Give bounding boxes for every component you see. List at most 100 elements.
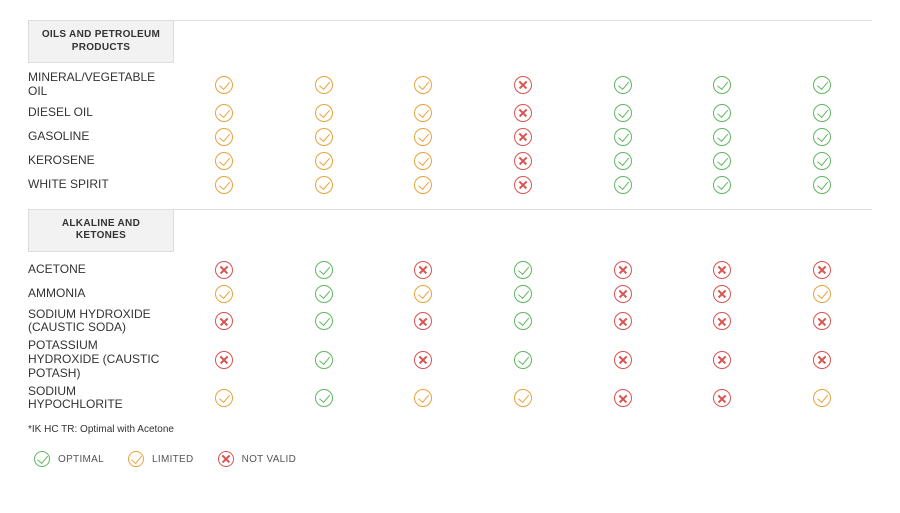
table-row: WHITE SPIRIT xyxy=(28,173,872,197)
compat-optimal-icon xyxy=(513,311,533,331)
compat-optimal-icon xyxy=(314,388,334,408)
compat-limited-icon xyxy=(812,388,832,408)
row-label: POTASSIUM HYDROXIDE (CAUSTIC POTASH) xyxy=(28,339,174,380)
section-0: OILS AND PETROLEUM PRODUCTS MINERAL/VEGET… xyxy=(28,20,872,209)
table-row: MINERAL/VEGETABLE OIL xyxy=(28,69,872,101)
compat-notvalid-icon xyxy=(712,260,732,280)
legend-label: LIMITED xyxy=(152,454,194,465)
row-cells xyxy=(174,103,872,123)
legend-item-limited: LIMITED xyxy=(126,449,194,469)
section-footnote: *IK HC TR: Optimal with Acetone xyxy=(28,424,228,435)
row-label: MINERAL/VEGETABLE OIL xyxy=(28,71,174,99)
compat-notvalid-icon xyxy=(812,350,832,370)
compat-optimal-icon xyxy=(613,151,633,171)
compat-optimal-icon xyxy=(314,311,334,331)
compat-limited-icon xyxy=(513,388,533,408)
table-row: SODIUM HYDROXIDE (CAUSTIC SODA) xyxy=(28,306,872,338)
compat-notvalid-icon xyxy=(513,175,533,195)
compat-optimal-icon xyxy=(712,75,732,95)
table-row: POTASSIUM HYDROXIDE (CAUSTIC POTASH) xyxy=(28,337,872,382)
row-cells xyxy=(174,311,872,331)
compat-limited-icon xyxy=(314,175,334,195)
row-cells xyxy=(174,175,872,195)
row-cells xyxy=(174,127,872,147)
table-row: AMMONIA xyxy=(28,282,872,306)
compat-limited-icon xyxy=(413,388,433,408)
row-label: SODIUM HYDROXIDE (CAUSTIC SODA) xyxy=(28,308,174,336)
compat-notvalid-icon xyxy=(613,284,633,304)
compat-notvalid-icon xyxy=(812,260,832,280)
compat-notvalid-icon xyxy=(413,350,433,370)
compat-optimal-icon xyxy=(712,103,732,123)
compat-limited-icon xyxy=(214,388,234,408)
compat-limited-icon xyxy=(214,175,234,195)
compat-optimal-icon xyxy=(812,151,832,171)
compat-notvalid-icon xyxy=(214,350,234,370)
compat-optimal-icon xyxy=(613,75,633,95)
compat-optimal-icon xyxy=(513,284,533,304)
compat-limited-icon xyxy=(812,284,832,304)
legend-optimal-icon xyxy=(32,449,52,469)
compat-limited-icon xyxy=(214,284,234,304)
compat-limited-icon xyxy=(413,175,433,195)
compat-notvalid-icon xyxy=(613,311,633,331)
table-row: ACETONE xyxy=(28,258,872,282)
compat-notvalid-icon xyxy=(613,350,633,370)
row-cells xyxy=(174,151,872,171)
compat-notvalid-icon xyxy=(413,260,433,280)
compat-optimal-icon xyxy=(314,350,334,370)
compat-optimal-icon xyxy=(314,284,334,304)
row-cells xyxy=(174,350,872,370)
compat-notvalid-icon xyxy=(812,311,832,331)
legend-label: OPTIMAL xyxy=(58,454,104,465)
legend-label: NOT VALID xyxy=(242,454,297,465)
compat-optimal-icon xyxy=(712,175,732,195)
row-label: DIESEL OIL xyxy=(28,106,174,120)
compat-optimal-icon xyxy=(712,151,732,171)
compat-limited-icon xyxy=(413,103,433,123)
row-cells xyxy=(174,388,872,408)
compat-notvalid-icon xyxy=(712,350,732,370)
row-label: WHITE SPIRIT xyxy=(28,178,174,192)
compat-notvalid-icon xyxy=(513,103,533,123)
legend-item-notvalid: NOT VALID xyxy=(216,449,297,469)
section-header: OILS AND PETROLEUM PRODUCTS xyxy=(28,21,174,63)
table-row: DIESEL OIL xyxy=(28,101,872,125)
row-cells xyxy=(174,284,872,304)
row-label: AMMONIA xyxy=(28,287,174,301)
compat-limited-icon xyxy=(314,127,334,147)
compat-limited-icon xyxy=(314,103,334,123)
row-cells xyxy=(174,75,872,95)
section-header: ALKALINE AND KETONES xyxy=(28,210,174,252)
section-1: ALKALINE AND KETONES ACETONE AMMONIA SODIUM… xyxy=(28,209,872,436)
compat-optimal-icon xyxy=(314,260,334,280)
compat-limited-icon xyxy=(214,75,234,95)
compat-notvalid-icon xyxy=(712,388,732,408)
row-label: ACETONE xyxy=(28,263,174,277)
row-cells xyxy=(174,260,872,280)
compat-optimal-icon xyxy=(613,127,633,147)
compat-notvalid-icon xyxy=(513,151,533,171)
compat-limited-icon xyxy=(413,284,433,304)
compat-limited-icon xyxy=(413,127,433,147)
legend: OPTIMAL LIMITED NOT VALID xyxy=(28,449,872,469)
compat-limited-icon xyxy=(214,127,234,147)
legend-notvalid-icon xyxy=(216,449,236,469)
table-row: KEROSENE xyxy=(28,149,872,173)
compat-notvalid-icon xyxy=(613,260,633,280)
compat-optimal-icon xyxy=(812,75,832,95)
table-row: GASOLINE xyxy=(28,125,872,149)
compat-notvalid-icon xyxy=(712,284,732,304)
compat-optimal-icon xyxy=(513,260,533,280)
compat-limited-icon xyxy=(314,151,334,171)
compat-optimal-icon xyxy=(513,350,533,370)
compat-limited-icon xyxy=(413,75,433,95)
compat-optimal-icon xyxy=(812,175,832,195)
compat-optimal-icon xyxy=(812,103,832,123)
compat-limited-icon xyxy=(214,151,234,171)
compat-notvalid-icon xyxy=(513,75,533,95)
compat-notvalid-icon xyxy=(613,388,633,408)
row-label: GASOLINE xyxy=(28,130,174,144)
compat-optimal-icon xyxy=(712,127,732,147)
compat-notvalid-icon xyxy=(214,311,234,331)
